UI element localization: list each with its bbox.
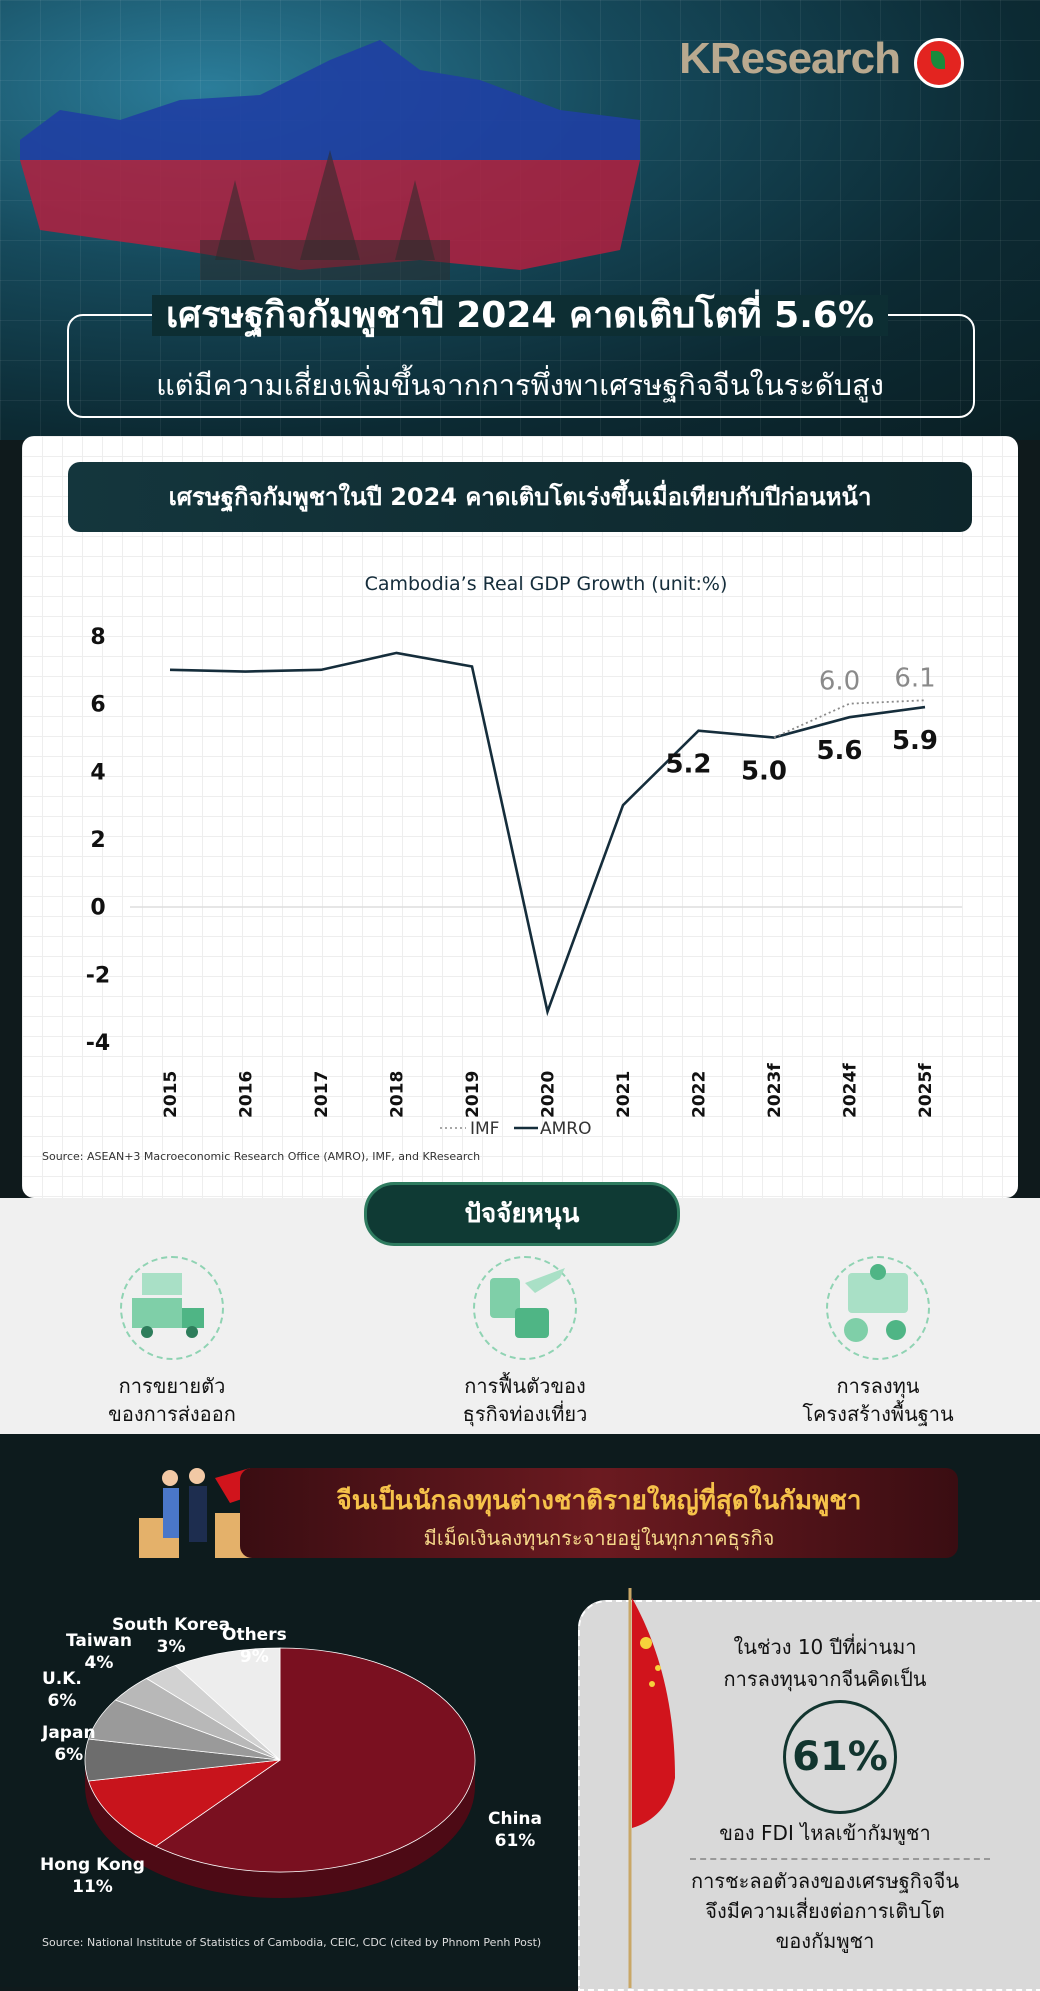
y-tick-label: 0: [90, 896, 105, 921]
x-tick-label: 2024f: [841, 1063, 861, 1118]
card-line4: การชะลอตัวลงของเศรษฐกิจจีน: [690, 1869, 960, 1893]
china-flag-icon: [628, 1588, 675, 1988]
kasikorn-leaf-icon: [914, 38, 964, 88]
chart-title: Cambodia’s Real GDP Growth (unit:%): [365, 573, 728, 595]
x-tick-label: 2018: [388, 1071, 408, 1118]
pie-label-pct: 9%: [239, 1647, 269, 1667]
infrastructure-gear-icon: [826, 1256, 930, 1360]
factor-infra-line2: โครงสร้างพื้นฐาน: [802, 1402, 954, 1426]
pie-label-japan: Japan 6%: [42, 1722, 96, 1766]
chart-banner: เศรษฐกิจกัมพูชาในปี 2024 คาดเติบโตเร่งขึ…: [68, 462, 972, 532]
pie-label-south-korea: South Korea 3%: [112, 1614, 230, 1658]
factor-infra-line1: การลงทุน: [836, 1374, 920, 1398]
pie-label-pct: 3%: [156, 1637, 186, 1657]
card-line2: การลงทุนจากจีนคิดเป็น: [723, 1667, 927, 1691]
chart-source: Source: ASEAN+3 Macroeconomic Research O…: [42, 1150, 481, 1163]
pie-label-uk: U.K. 6%: [42, 1668, 82, 1712]
x-tick-label: 2025f: [916, 1063, 936, 1118]
pie-label-name: China: [488, 1809, 542, 1829]
factor-tourism-line2: ธุรกิจท่องเที่ยว: [462, 1402, 588, 1426]
x-tick-label: 2017: [312, 1071, 332, 1118]
gdp-line-chart: Cambodia’s Real GDP Growth (unit:%) 8 6 4 2…: [86, 573, 962, 1139]
pie-label-pct: 6%: [47, 1691, 77, 1711]
china-banner: [240, 1468, 958, 1558]
pie-source: Source: National Institute of Statistics…: [42, 1936, 542, 1949]
china-banner-title: จีนเป็นนักลงทุนต่างชาติรายใหญ่ที่สุดในกั…: [336, 1486, 862, 1516]
pie-label-name: Taiwan: [66, 1631, 132, 1651]
pie-slice-hong-kong: [87, 1759, 281, 1847]
pie-label-name: U.K.: [42, 1669, 82, 1689]
card-line5: จึงมีความเสี่ยงต่อการเติบโต: [705, 1899, 945, 1923]
factor-infrastructure: การลงทุน โครงสร้างพื้นฐาน: [748, 1256, 1008, 1428]
pie-label-name: South Korea: [112, 1615, 231, 1635]
chart-card: [22, 436, 1018, 1198]
x-tick-label: 2020: [539, 1071, 559, 1118]
factor-tourism: การฟื้นตัวของ ธุรกิจท่องเที่ยว: [395, 1256, 655, 1428]
hero-banner: KResearch: [0, 0, 1040, 440]
data-label: 6.1: [894, 663, 935, 693]
pie-label-others: Others 9%: [222, 1624, 287, 1668]
y-tick-label: -2: [86, 963, 110, 988]
factors-heading: ปัจจัยหนุน: [364, 1182, 680, 1246]
x-tick-label: 2019: [463, 1071, 483, 1118]
pie-depth: [85, 1760, 475, 1898]
factor-exports-line1: การขยายตัว: [118, 1374, 226, 1398]
x-tick-label: 2015: [161, 1071, 181, 1118]
factor-tourism-line1: การฟื้นตัวของ: [464, 1374, 586, 1398]
card-line6: ของกัมพูชา: [775, 1929, 875, 1953]
x-tick-label: 2022: [690, 1071, 710, 1118]
data-label: 5.0: [741, 757, 787, 787]
y-tick-label: 6: [90, 693, 105, 718]
pie-slice-china: [154, 1647, 476, 1873]
data-label: 5.6: [816, 736, 862, 766]
kresearch-logo: KResearch: [679, 34, 901, 83]
china-banner-subtitle: มีเม็ดเงินลงทุนกระจายอยู่ในทุกภาคธุรกิจ: [423, 1526, 775, 1550]
factor-exports-line2: ของการส่งออก: [108, 1402, 236, 1426]
pie-label-china: China 61%: [488, 1808, 542, 1852]
factor-exports: การขยายตัว ของการส่งออก: [42, 1256, 302, 1428]
pie-label-pct: 11%: [72, 1877, 113, 1897]
data-label: 5.2: [665, 750, 711, 780]
legend-imf-label: IMF: [470, 1119, 499, 1139]
pie-label-pct: 6%: [54, 1745, 84, 1765]
card-line1: ในช่วง 10 ปีที่ผ่านมา: [733, 1635, 917, 1659]
data-label: 5.9: [892, 726, 938, 756]
page-title-wrap: เศรษฐกิจกัมพูชาปี 2024 คาดเติบโตที่ 5.6%: [0, 286, 1040, 343]
y-tick-label: 2: [90, 828, 105, 853]
china-share-value: 61%: [783, 1700, 897, 1814]
fdi-pie-chart: [84, 1647, 476, 1898]
pie-label-hong-kong: Hong Kong 11%: [40, 1854, 145, 1898]
pie-label-name: Hong Kong: [40, 1855, 145, 1875]
x-tick-label: 2016: [237, 1071, 257, 1118]
export-truck-icon: [120, 1256, 224, 1360]
pie-label-name: Japan: [42, 1723, 96, 1743]
y-tick-label: -4: [86, 1031, 110, 1056]
x-tick-label: 2023f: [765, 1063, 785, 1118]
y-tick-label: 4: [90, 760, 105, 785]
data-label: 6.0: [819, 667, 860, 697]
pie-label-pct: 4%: [84, 1653, 114, 1673]
card-line3: ของ FDI ไหลเข้ากัมพูชา: [719, 1821, 931, 1845]
pie-label-taiwan: Taiwan 4%: [66, 1630, 132, 1674]
passport-plane-icon: [473, 1256, 577, 1360]
pie-label-name: Others: [222, 1625, 287, 1645]
legend-amro-label: AMRO: [540, 1119, 592, 1139]
x-tick-label: 2021: [614, 1071, 634, 1118]
chart-legend: IMF AMRO: [440, 1119, 592, 1139]
y-tick-label: 8: [90, 625, 105, 650]
page-subtitle: แต่มีความเสี่ยงเพิ่มขึ้นจากการพึ่งพาเศรษ…: [156, 368, 884, 402]
series-line-amro: [169, 651, 926, 1017]
cambodia-flag-illustration: [20, 40, 640, 280]
page-title: เศรษฐกิจกัมพูชาปี 2024 คาดเติบโตที่ 5.6%: [151, 295, 889, 336]
pie-slice-others: [174, 1647, 281, 1761]
card-divider: [690, 1858, 990, 1860]
pie-label-pct: 61%: [494, 1831, 536, 1851]
